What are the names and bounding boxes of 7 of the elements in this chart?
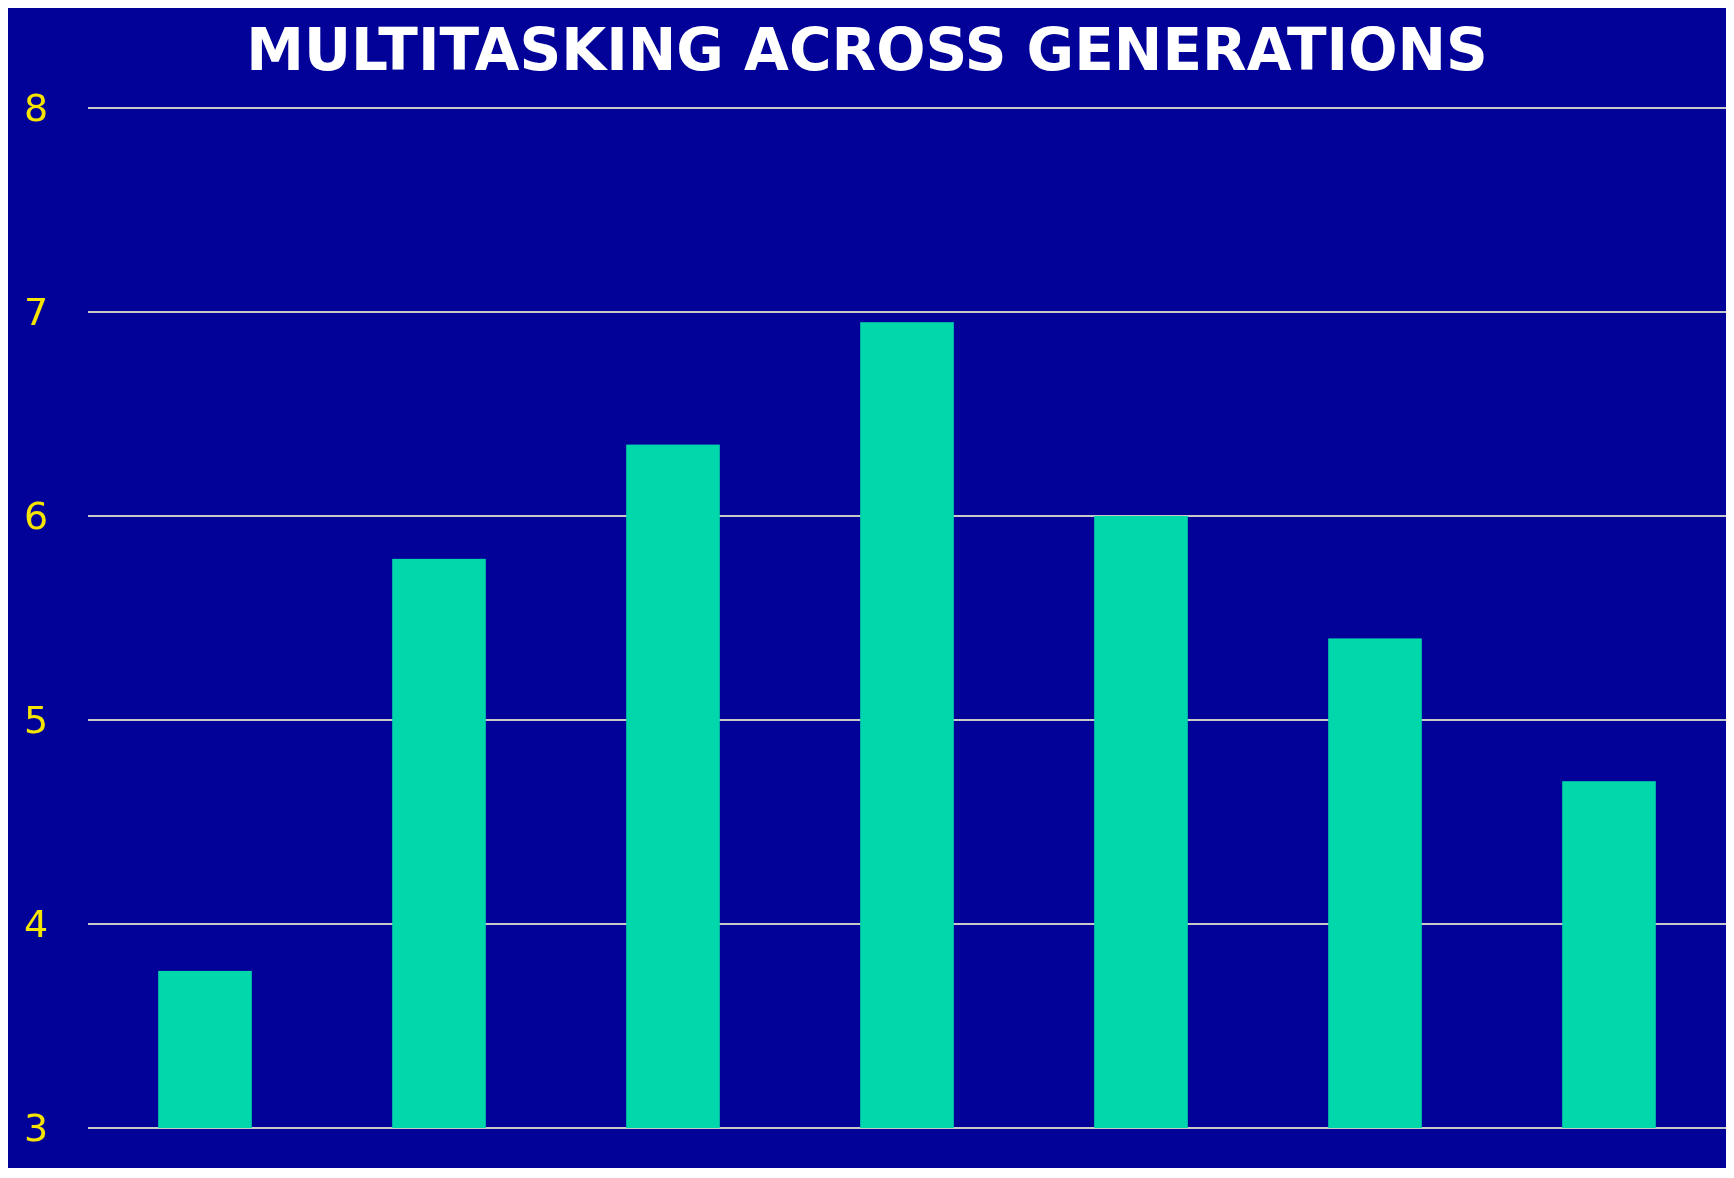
y-tick-label: 4: [23, 902, 49, 947]
y-tick-label: 5: [23, 698, 49, 743]
y-tick-label: 7: [23, 290, 49, 335]
y-tick-label: 3: [23, 1106, 49, 1151]
y-tick-label: 8: [23, 86, 49, 131]
chart-title: MULTITASKING ACROSS GENERATIONS: [246, 16, 1488, 84]
y-tick-label: 6: [23, 494, 49, 539]
